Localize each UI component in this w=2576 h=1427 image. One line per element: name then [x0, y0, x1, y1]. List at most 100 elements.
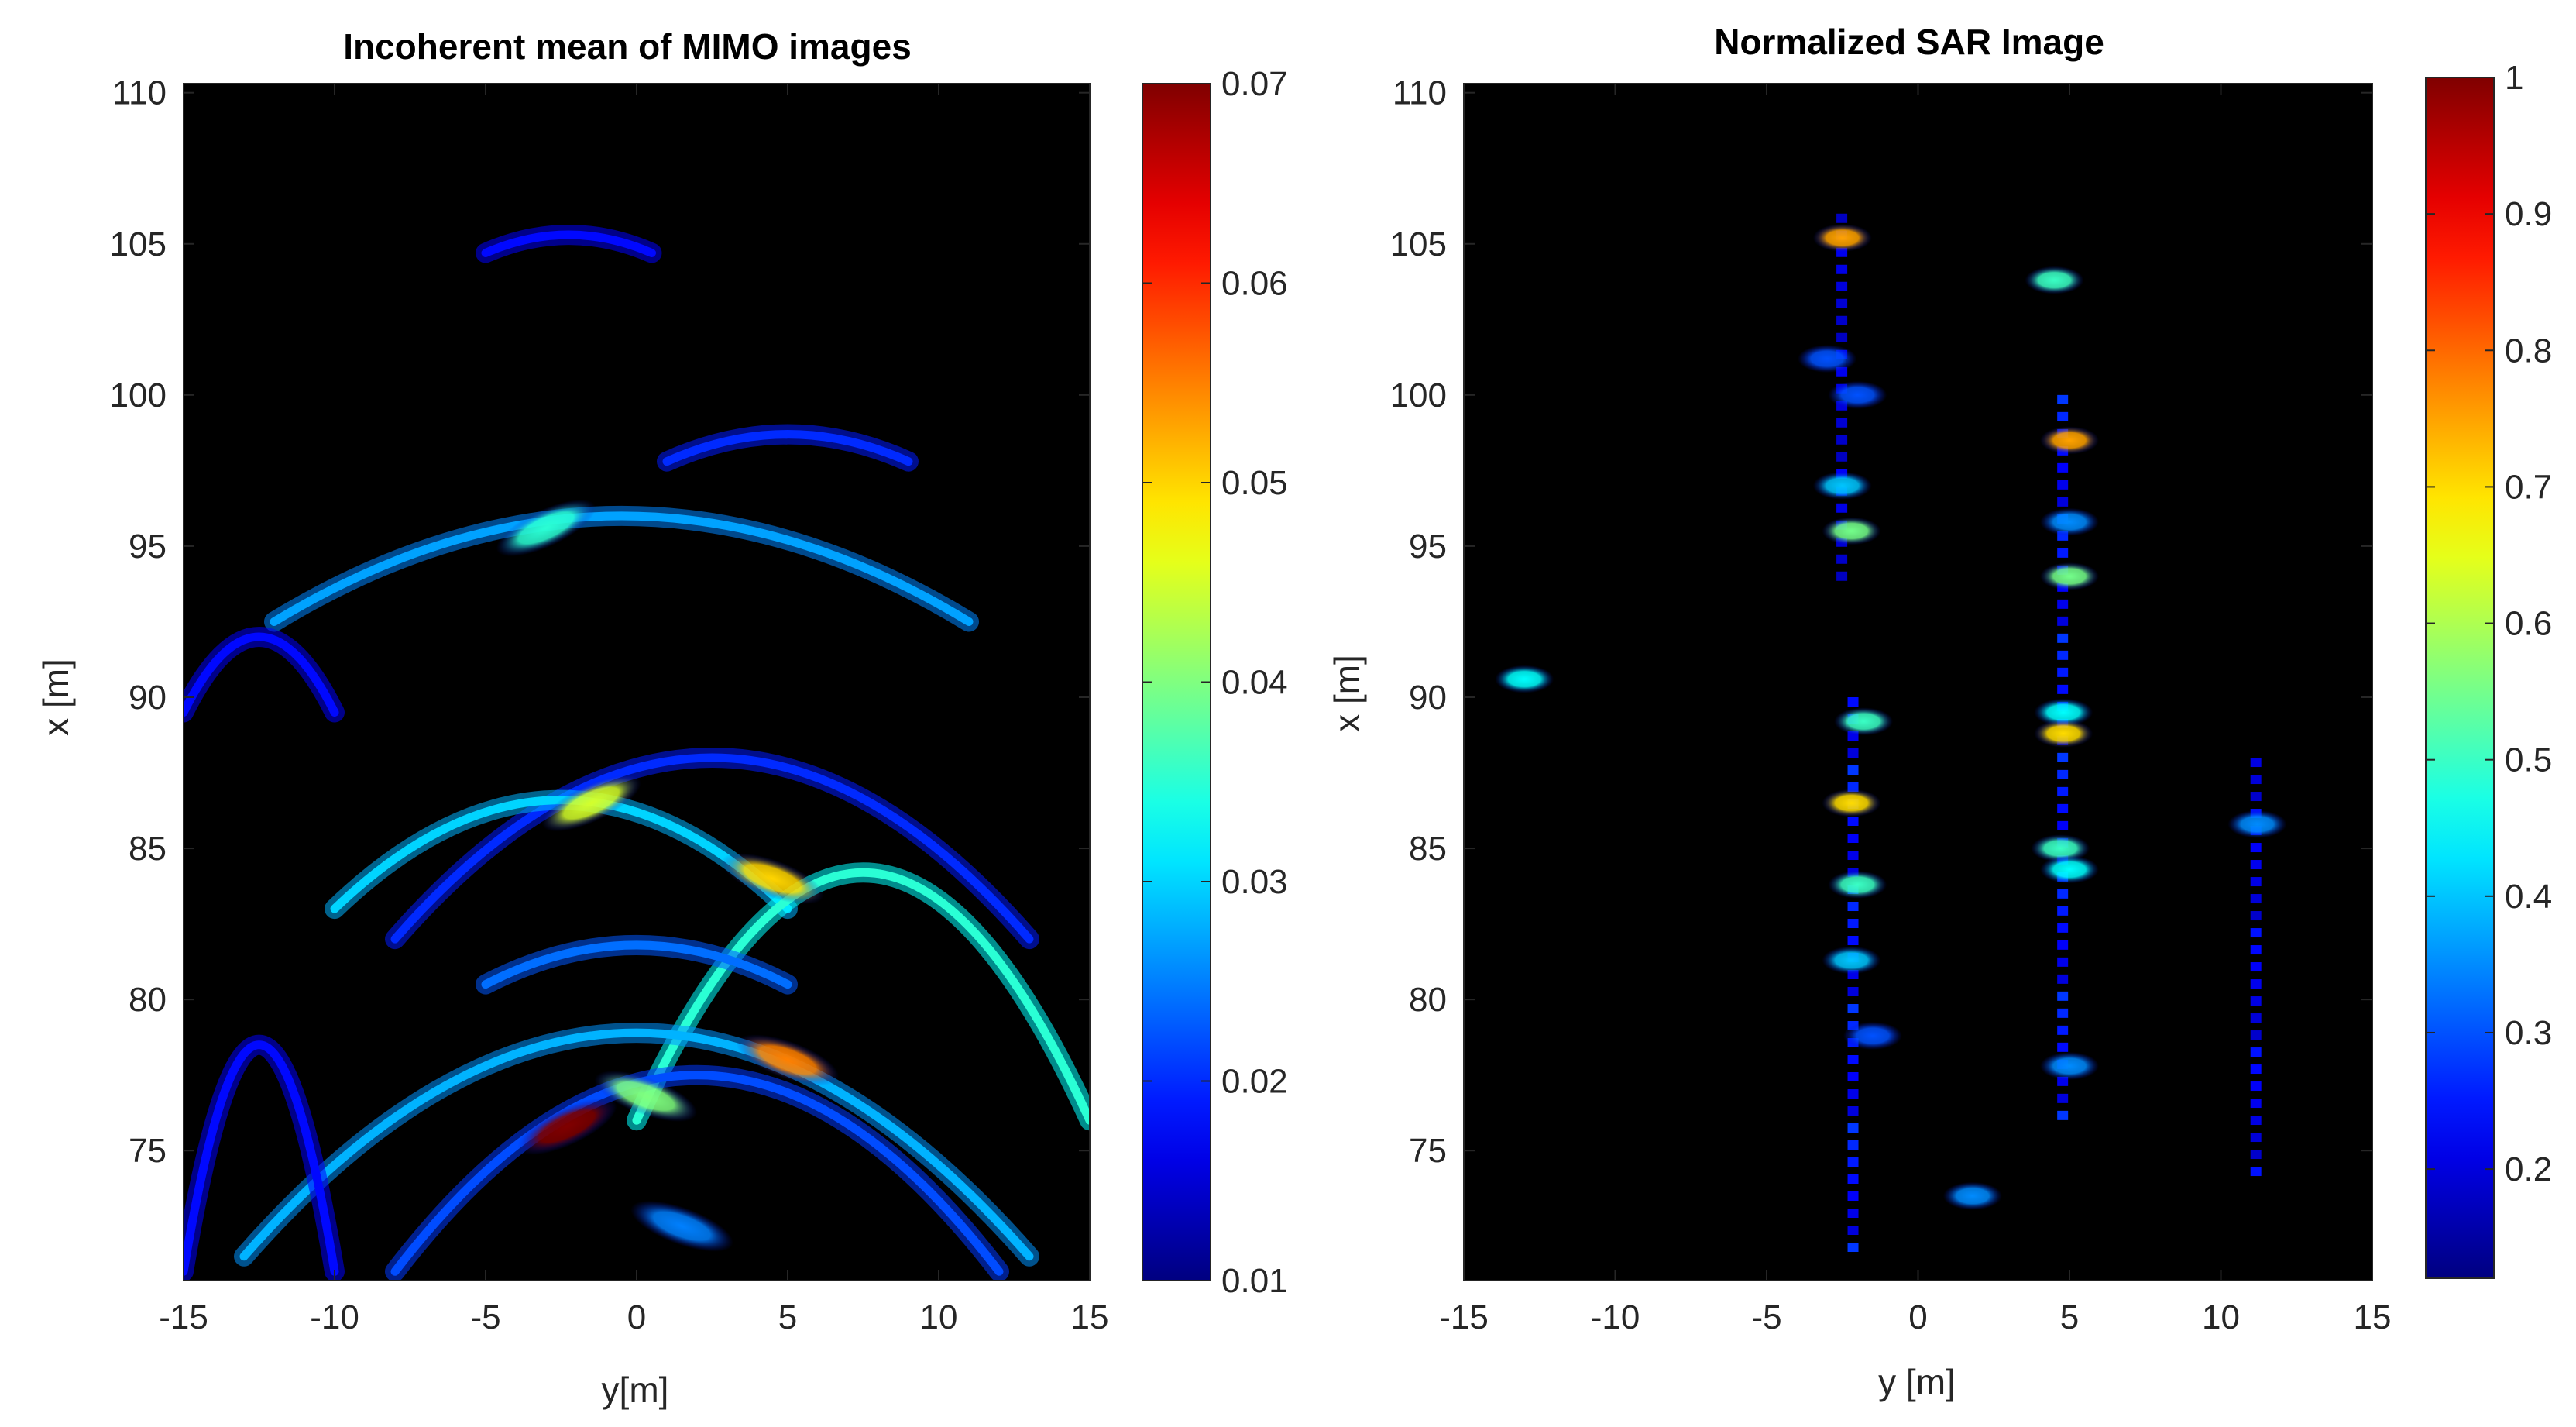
- target-return: [1843, 1021, 1902, 1050]
- x-tick-label: 10: [920, 1298, 958, 1336]
- streak-speckle: [1847, 936, 1859, 946]
- streak-speckle: [2250, 1116, 2262, 1126]
- y-tick-label: 85: [1409, 830, 1447, 868]
- target-return: [1798, 345, 1857, 373]
- target-return: [2034, 698, 2093, 727]
- y-axis-ticks: 75 80 85 90 95 100 105 110: [110, 74, 1090, 1170]
- streak-speckle: [1847, 834, 1859, 844]
- streak-speckle: [1847, 1226, 1859, 1236]
- streak-speckle: [2057, 906, 2069, 916]
- streak-speckle: [2250, 1030, 2262, 1040]
- streak-speckle: [2057, 974, 2069, 984]
- sar-chart: Normalized SAR Image -15 -10 -5 0 5 10 15 75 80…: [1327, 22, 2552, 1402]
- x-tick-label: 5: [778, 1298, 797, 1336]
- streak-speckle: [2057, 786, 2069, 796]
- streak-speckle: [2057, 411, 2069, 421]
- streak-speckle: [2057, 940, 2069, 950]
- streak-speckle: [2250, 996, 2262, 1006]
- streak-speckle: [2057, 957, 2069, 967]
- y-axis-label: x [m]: [1327, 655, 1367, 732]
- streak-speckle: [2057, 752, 2069, 762]
- streak-speckle: [2057, 923, 2069, 933]
- streak-speckle: [1847, 1140, 1859, 1150]
- y-tick-label: 105: [110, 225, 167, 263]
- arc-77: [390, 1071, 1004, 1276]
- streak-speckle: [2057, 1093, 2069, 1103]
- streak-speckle: [1847, 748, 1859, 758]
- chart-title: Incoherent mean of MIMO images: [343, 26, 912, 67]
- target-return: [2025, 266, 2084, 294]
- x-tick-label: 0: [627, 1298, 646, 1336]
- target-return: [1942, 1181, 2002, 1210]
- y-axis-label: x [m]: [36, 658, 76, 736]
- x-tick-label: -10: [1591, 1298, 1640, 1336]
- colorbar-tick-label: 0.02: [1221, 1063, 1288, 1101]
- x-tick-label: -15: [159, 1298, 208, 1336]
- streak-speckle: [1836, 452, 1848, 462]
- streak-speckle: [2057, 769, 2069, 779]
- arc-outer-left: [184, 1040, 339, 1276]
- y-tick-label: 110: [112, 74, 167, 112]
- x-axis-label: y [m]: [1878, 1362, 1956, 1402]
- y-tick-label: 80: [129, 981, 167, 1019]
- colorbar-tick-label: 0.06: [1221, 265, 1288, 303]
- target-return: [2034, 719, 2093, 748]
- streak-speckle: [2250, 979, 2262, 989]
- x-axis-label: y[m]: [602, 1370, 669, 1410]
- y-tick-label: 85: [129, 830, 167, 868]
- y-tick-label: 90: [129, 679, 167, 717]
- streak-speckle: [1836, 418, 1848, 428]
- streak-speckle: [2250, 877, 2262, 887]
- streak-speckle: [2250, 1064, 2262, 1075]
- x-tick-label: 0: [1908, 1298, 1927, 1336]
- target-return: [2040, 1051, 2099, 1080]
- streak-speckle: [2057, 684, 2069, 694]
- arc-98.5: [662, 430, 913, 466]
- peak-95.5: [496, 499, 596, 557]
- streak-speckle: [2250, 1081, 2262, 1092]
- colorbar-tick-label: 0.8: [2505, 332, 2552, 370]
- x-tick-label: 15: [1071, 1298, 1109, 1336]
- streak-speckle: [1836, 281, 1848, 291]
- target-return: [2040, 426, 2099, 455]
- colorbar-tick-label: 0.6: [2505, 605, 2552, 643]
- streak-speckle: [1836, 554, 1848, 564]
- x-tick-label: 10: [2202, 1298, 2240, 1336]
- mimo-chart: Incoherent mean of MIMO images -15 -10 -5 0…: [36, 26, 1288, 1410]
- peak-76.8: [594, 1071, 697, 1122]
- streak-speckle: [2250, 1013, 2262, 1023]
- streak-speckle: [1847, 851, 1859, 861]
- y-tick-label: 110: [1393, 74, 1447, 112]
- target-return: [1828, 870, 1887, 899]
- streak-speckle: [2250, 1167, 2262, 1177]
- streak-speckle: [1836, 571, 1848, 581]
- streak-speckle: [2250, 1099, 2262, 1109]
- streak-speckle: [2250, 945, 2262, 955]
- x-axis-ticks: -15 -10 -5 0 5 10 15: [1439, 84, 2391, 1336]
- streak-speckle: [1847, 1004, 1859, 1014]
- streak-speckle: [2057, 1025, 2069, 1035]
- streak-speckle: [1847, 1055, 1859, 1065]
- plot-area: [1464, 84, 2372, 1281]
- streak-speckle: [2057, 650, 2069, 660]
- target-return: [1822, 789, 1881, 817]
- streak-speckle: [1847, 1106, 1859, 1116]
- streak-speckle: [1836, 298, 1848, 308]
- y-tick-label: 95: [1409, 528, 1447, 566]
- streak-speckle: [1847, 1157, 1859, 1167]
- blob-72: [630, 1200, 733, 1252]
- streak-speckle: [1847, 765, 1859, 775]
- streak-speckle: [1836, 213, 1848, 223]
- streak-speckle: [2250, 911, 2262, 921]
- x-tick-label: 5: [2060, 1298, 2079, 1336]
- streak-speckle: [1836, 264, 1848, 274]
- arc-105: [481, 230, 656, 257]
- streak-speckle: [1847, 1089, 1859, 1099]
- arc-79: [239, 1028, 1034, 1261]
- streak-speckle: [1847, 1191, 1859, 1202]
- x-tick-label: -5: [1751, 1298, 1781, 1336]
- streak-speckle: [1847, 1243, 1859, 1253]
- streak-speckle: [2250, 758, 2262, 768]
- target-return: [1828, 380, 1887, 409]
